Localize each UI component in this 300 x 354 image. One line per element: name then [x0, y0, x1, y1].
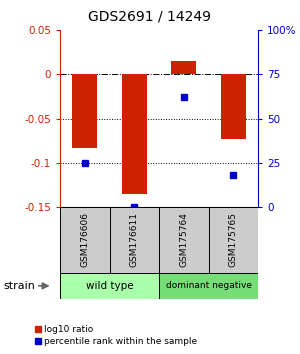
Legend: log10 ratio, percentile rank within the sample: log10 ratio, percentile rank within the …	[34, 325, 198, 346]
Bar	[60, 207, 110, 273]
Text: dominant negative: dominant negative	[166, 281, 251, 290]
Bar	[208, 207, 258, 273]
Bar	[60, 273, 159, 299]
Bar	[110, 207, 159, 273]
Text: GSM176606: GSM176606	[80, 212, 89, 267]
Text: GSM175764: GSM175764	[179, 212, 188, 267]
Bar	[122, 74, 147, 194]
Text: GDS2691 / 14249: GDS2691 / 14249	[88, 10, 212, 24]
Text: strain: strain	[3, 281, 35, 291]
Bar	[159, 207, 208, 273]
Bar	[171, 61, 196, 74]
Text: GSM175765: GSM175765	[229, 212, 238, 267]
Bar	[221, 74, 246, 139]
Bar	[72, 74, 97, 148]
Text: GSM176611: GSM176611	[130, 212, 139, 267]
Text: wild type: wild type	[86, 281, 133, 291]
Bar	[159, 273, 258, 299]
